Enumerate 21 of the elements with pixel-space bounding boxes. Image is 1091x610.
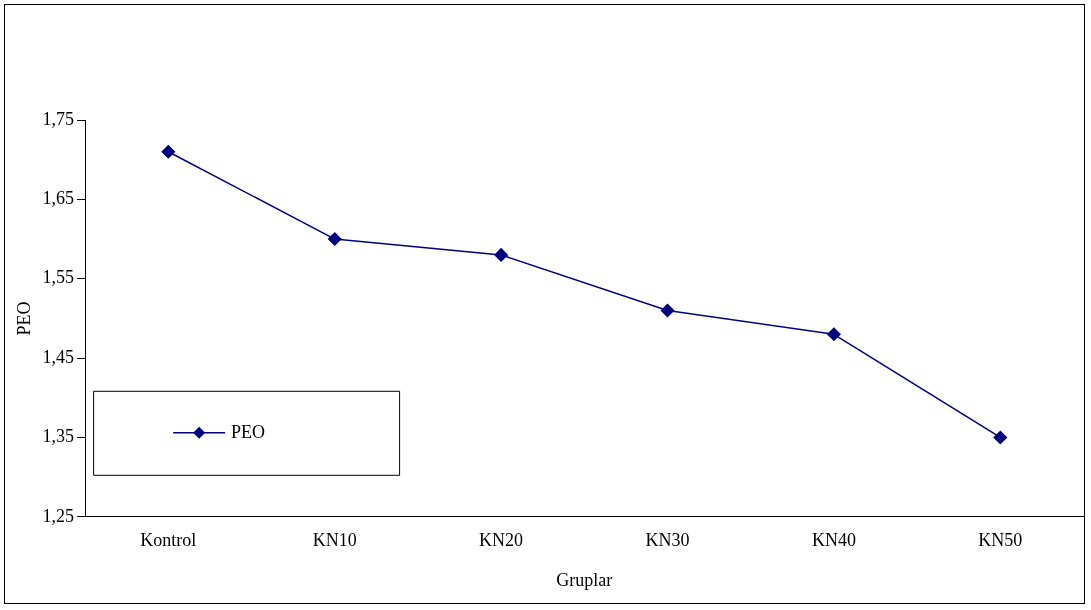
legend-label: PEO: [231, 421, 266, 442]
y-tick-label: 1,25: [42, 505, 75, 526]
y-tick-label: 1,65: [42, 188, 75, 209]
point: [161, 144, 176, 159]
x-tick-label: KN40: [811, 530, 856, 551]
y-tick-label: 1,35: [42, 426, 75, 447]
y-axis-title: PEO: [13, 301, 34, 336]
y-tick-label: 1,55: [42, 267, 75, 288]
y-tick-label: 1,45: [42, 346, 75, 367]
y-tick-label: 1,75: [42, 108, 75, 129]
point: [827, 327, 841, 342]
x-tick-label: KN30: [645, 530, 690, 551]
x-tick-label: KN20: [479, 530, 524, 551]
point: [993, 430, 1008, 445]
x-tick-label: Kontrol: [140, 530, 197, 551]
point: [494, 248, 508, 262]
point: [327, 232, 342, 246]
point: [660, 303, 675, 318]
x-tick-label: KN50: [978, 530, 1023, 551]
x-axis-title: Gruplar: [556, 569, 613, 590]
x-tick-label: KN10: [312, 530, 357, 551]
